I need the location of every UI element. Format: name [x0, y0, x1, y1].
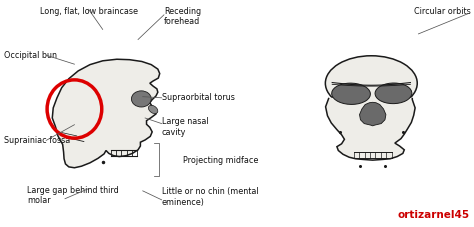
PathPatch shape [52, 59, 160, 168]
Text: Projecting midface: Projecting midface [183, 156, 258, 165]
Ellipse shape [332, 83, 370, 104]
Text: ortizarnel45: ortizarnel45 [397, 210, 469, 220]
Text: Receding
forehead: Receding forehead [164, 7, 201, 26]
Ellipse shape [375, 83, 412, 104]
Text: Little or no chin (mental
eminence): Little or no chin (mental eminence) [162, 187, 258, 207]
Text: Large gap behind third
molar: Large gap behind third molar [27, 186, 119, 205]
PathPatch shape [326, 98, 415, 160]
Ellipse shape [131, 91, 151, 107]
Text: Long, flat, low braincase: Long, flat, low braincase [39, 7, 137, 16]
Text: Large nasal
cavity: Large nasal cavity [162, 117, 208, 137]
Text: Circular orbits: Circular orbits [413, 7, 470, 16]
Text: Suprainiac fossa: Suprainiac fossa [4, 136, 70, 145]
Ellipse shape [148, 105, 158, 114]
Ellipse shape [325, 56, 417, 111]
PathPatch shape [359, 102, 386, 126]
Text: Supraorbital torus: Supraorbital torus [162, 93, 235, 102]
Text: Occipital bun: Occipital bun [4, 51, 57, 60]
